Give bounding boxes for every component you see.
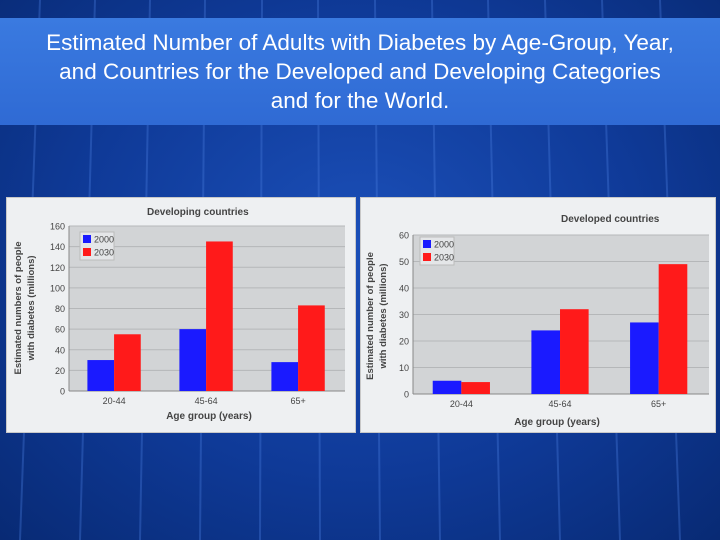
y-tick-label-1: 20 bbox=[55, 366, 65, 376]
bar-2030-45-64 bbox=[560, 309, 589, 394]
y-tick-label-5: 50 bbox=[399, 257, 409, 267]
legend-label-2030: 2030 bbox=[94, 248, 114, 258]
x-tick-label-2: 65+ bbox=[290, 396, 305, 406]
legend-swatch-2000 bbox=[83, 235, 91, 243]
y-tick-label-2: 40 bbox=[55, 345, 65, 355]
bar-2000-20-44 bbox=[432, 380, 462, 394]
bar-2030-20-44 bbox=[461, 382, 490, 394]
title-line-1: Estimated Number of Adults with Diabetes… bbox=[46, 30, 674, 55]
x-tick-label-2: 65+ bbox=[651, 399, 666, 409]
x-axis-label: Age group (years) bbox=[514, 417, 600, 428]
y-tick-label-0: 0 bbox=[404, 390, 409, 400]
y-tick-label-1: 10 bbox=[399, 363, 409, 373]
legend-label-2030: 2030 bbox=[434, 253, 454, 263]
y-axis-label-line-2: with diabetes (millions) bbox=[26, 255, 37, 361]
y-tick-label-2: 20 bbox=[399, 337, 409, 347]
title-bar bbox=[0, 18, 720, 125]
developed-chart-panel: 0 10 20 30 40 50 60 20-44 45-64 65+ Developed coun… bbox=[360, 197, 716, 433]
bar-2000-45-64 bbox=[179, 329, 207, 391]
x-tick-label-1: 45-64 bbox=[195, 396, 218, 406]
y-axis-label-line-2: with diabetes (millions) bbox=[378, 263, 389, 369]
y-tick-label-6: 60 bbox=[399, 231, 409, 241]
y-tick-label-3: 30 bbox=[399, 310, 409, 320]
bar-2000-65+ bbox=[271, 362, 299, 391]
bar-2000-20-44 bbox=[87, 360, 115, 391]
chart-title: Developing countries bbox=[147, 207, 249, 218]
developing-chart-panel: 0 20 40 60 80 100 120 140 160 20-44 45-64 65+ Develo… bbox=[6, 197, 356, 433]
y-tick-label-3: 60 bbox=[55, 325, 65, 335]
y-axis-label-line-1: Estimated numbers of people bbox=[13, 241, 24, 374]
bar-2030-45-64 bbox=[206, 241, 233, 391]
y-axis-label-line-1: Estimated number of people bbox=[365, 252, 376, 380]
legend-swatch-2000 bbox=[423, 240, 431, 248]
legend: 2000 2030 bbox=[419, 236, 455, 266]
title-line-3: and for the World. bbox=[270, 88, 450, 113]
y-tick-label-7: 140 bbox=[50, 242, 65, 252]
bar-2000-65+ bbox=[630, 322, 659, 394]
chart-title: Developed countries bbox=[561, 214, 660, 225]
y-tick-label-4: 80 bbox=[55, 304, 65, 314]
y-tick-label-6: 120 bbox=[50, 263, 65, 273]
slide-title: Estimated Number of Adults with Diabetes… bbox=[0, 28, 720, 115]
bar-2030-65+ bbox=[298, 305, 325, 391]
title-line-2: and Countries for the Developed and Deve… bbox=[59, 59, 661, 84]
x-axis-label: Age group (years) bbox=[166, 411, 252, 422]
x-tick-label-0: 20-44 bbox=[450, 399, 473, 409]
y-tick-label-5: 100 bbox=[50, 283, 65, 293]
legend-swatch-2030 bbox=[83, 248, 91, 256]
bar-2030-20-44 bbox=[114, 334, 141, 391]
bar-2030-65+ bbox=[658, 264, 688, 394]
legend: 2000 2030 bbox=[79, 231, 115, 261]
x-tick-label-0: 20-44 bbox=[103, 396, 126, 406]
legend-label-2000: 2000 bbox=[434, 240, 454, 250]
legend-swatch-2030 bbox=[423, 253, 431, 261]
x-tick-label-1: 45-64 bbox=[548, 399, 571, 409]
y-tick-label-0: 0 bbox=[60, 387, 65, 397]
y-tick-label-4: 40 bbox=[399, 284, 409, 294]
developing-countries-chart: 0 20 40 60 80 100 120 140 160 20-44 45-64 65+ Develo… bbox=[13, 207, 345, 422]
y-tick-label-8: 160 bbox=[50, 222, 65, 232]
legend-label-2000: 2000 bbox=[94, 235, 114, 245]
bar-2000-45-64 bbox=[531, 330, 561, 394]
